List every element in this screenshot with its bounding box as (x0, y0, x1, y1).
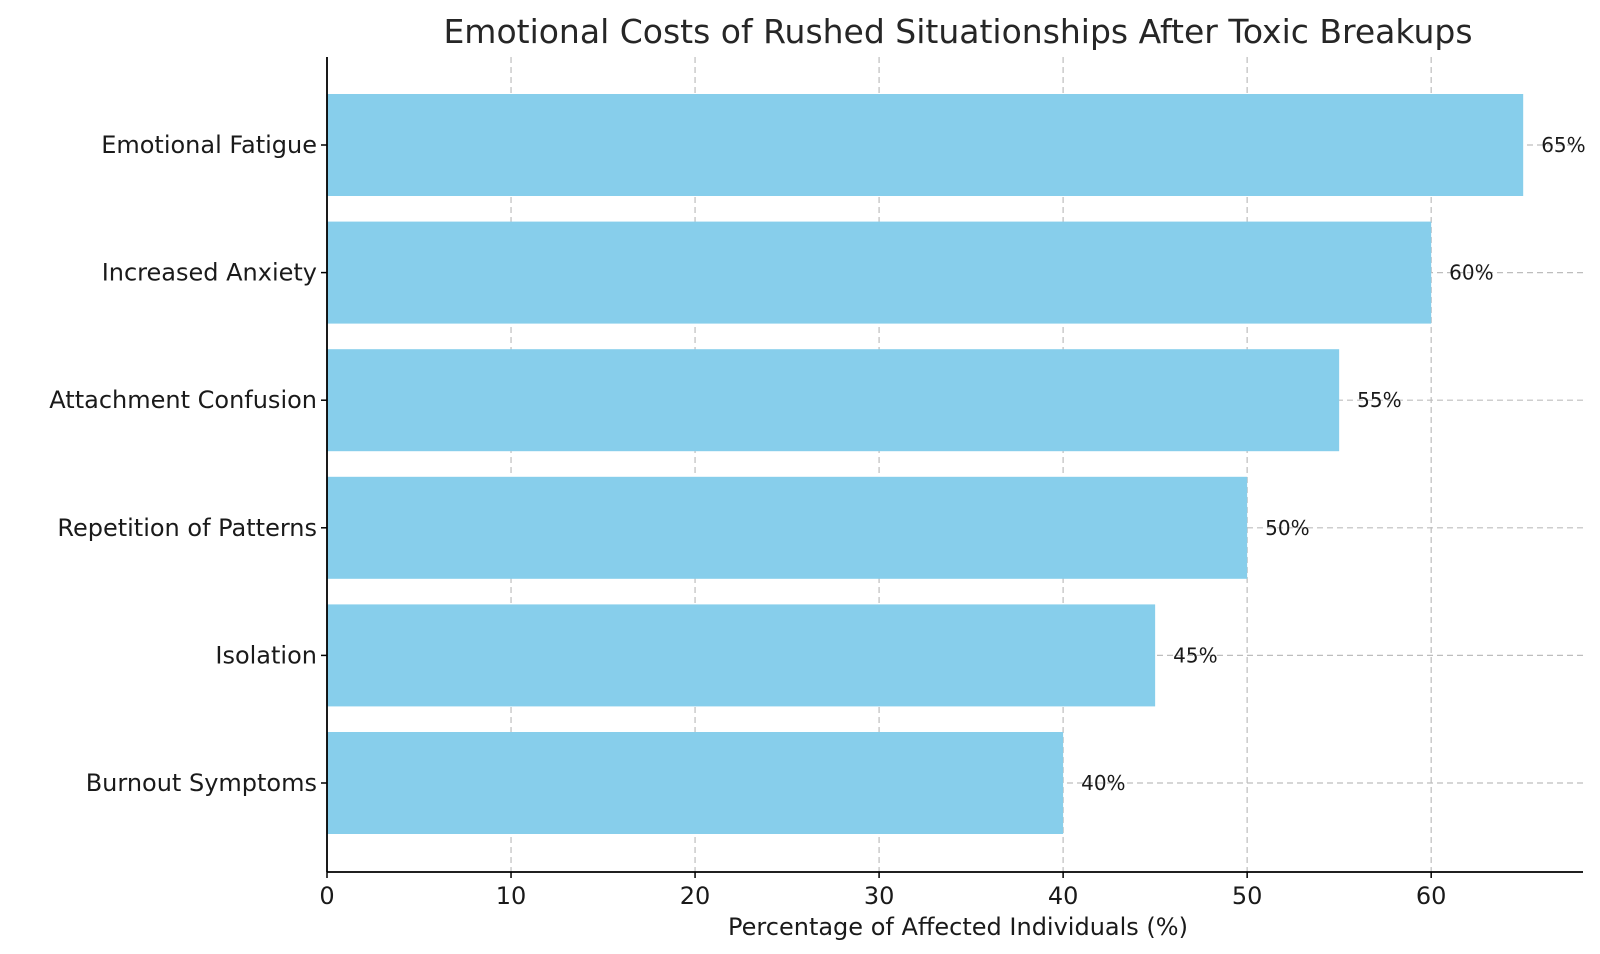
x-tick-label: 20 (680, 882, 711, 910)
category-label: Repetition of Patterns (57, 514, 317, 542)
axes: Emotional Fatigue Increased Anxiety Attach… (49, 57, 1583, 910)
data-label: 60% (1449, 261, 1493, 285)
category-label: Burnout Symptoms (86, 769, 317, 797)
data-label: 40% (1081, 771, 1125, 795)
category-label: Attachment Confusion (49, 386, 317, 414)
bar (327, 221, 1432, 324)
category-label: Isolation (215, 641, 317, 669)
bar (327, 94, 1524, 196)
bar (327, 732, 1064, 834)
value-labels: 65% 60% 55% 50% 45% 40% (1081, 133, 1586, 795)
x-axis-title: Percentage of Affected Individuals (%) (728, 913, 1188, 941)
chart-title: Emotional Costs of Rushed Situationships… (443, 12, 1472, 51)
x-tick-label: 50 (1232, 882, 1263, 910)
x-tick-label: 10 (496, 882, 527, 910)
bar (327, 604, 1156, 707)
bar (327, 349, 1340, 452)
category-label: Increased Anxiety (102, 259, 317, 287)
x-tick-label: 30 (864, 882, 895, 910)
bar (327, 476, 1248, 579)
bars (327, 94, 1524, 834)
category-label: Emotional Fatigue (101, 131, 317, 159)
data-label: 45% (1173, 643, 1217, 667)
data-label: 50% (1265, 516, 1309, 540)
x-tick-label: 0 (319, 882, 334, 910)
x-tick-label: 60 (1416, 882, 1447, 910)
data-label: 55% (1357, 388, 1401, 412)
x-tick-label: 40 (1048, 882, 1079, 910)
data-label: 65% (1541, 133, 1585, 157)
